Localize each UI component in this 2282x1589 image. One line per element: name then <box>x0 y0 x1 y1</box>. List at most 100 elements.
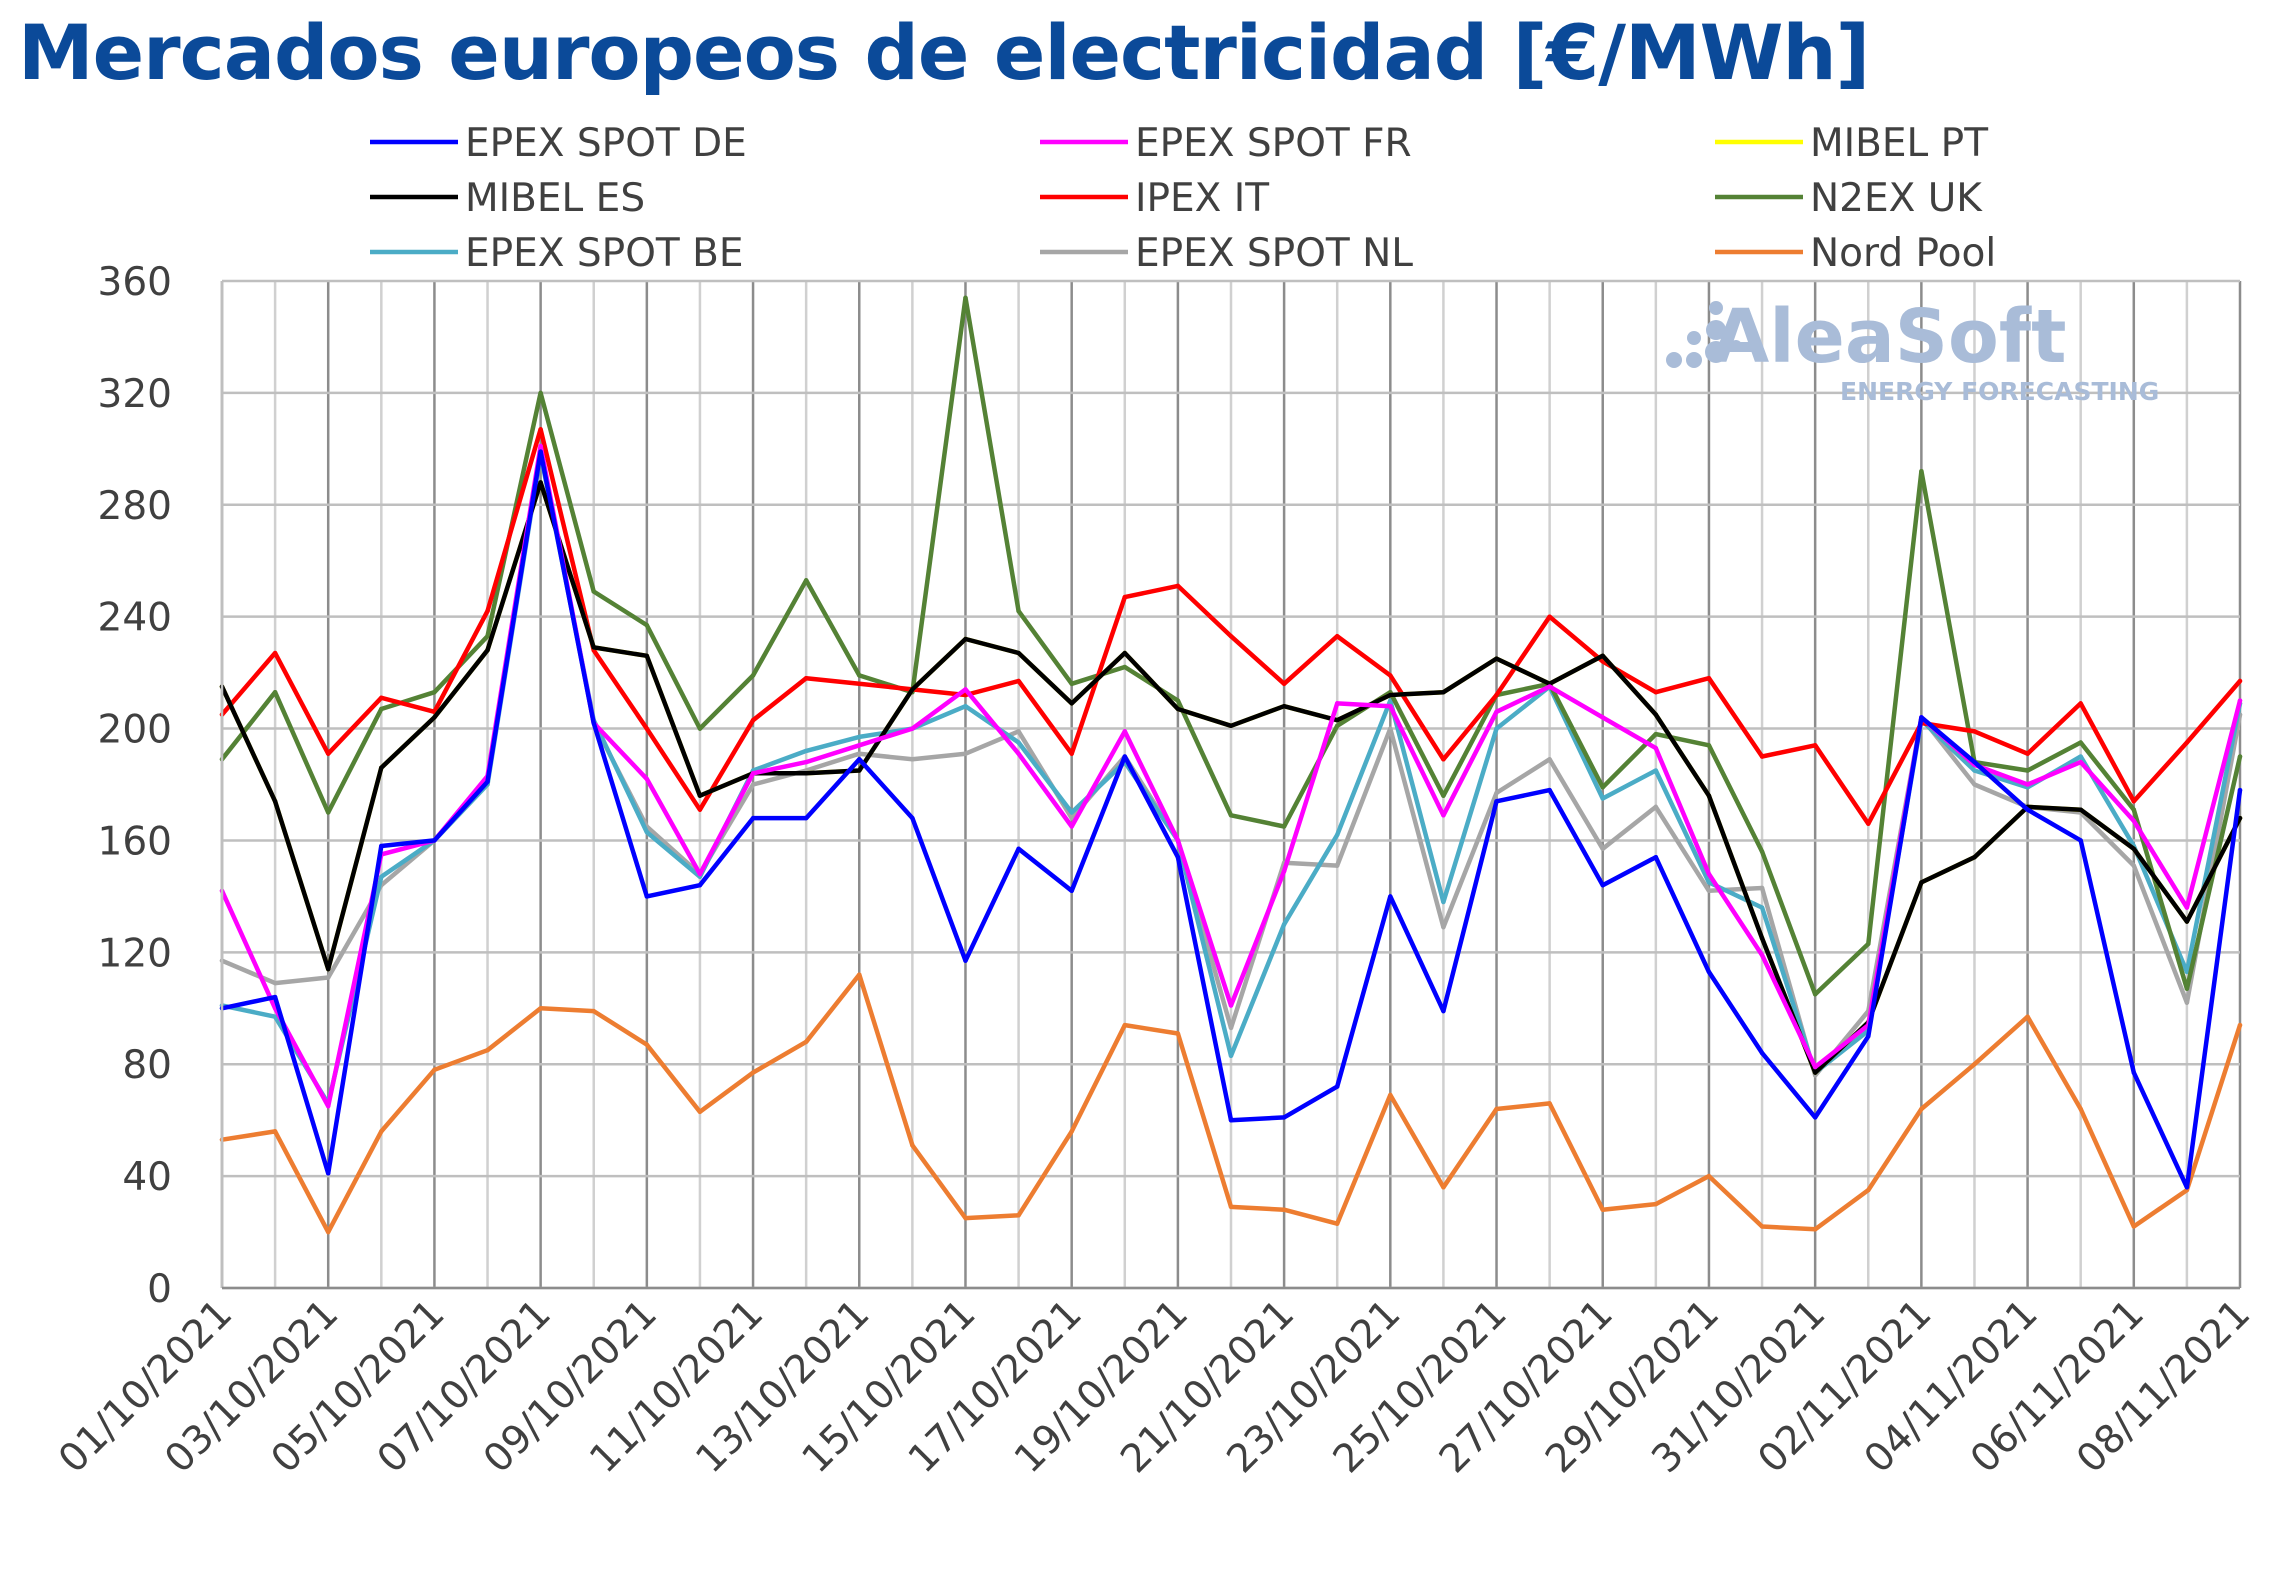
y-tick-label: 80 <box>122 1043 172 1088</box>
legend-item-nord-pool: Nord Pool <box>1715 231 1996 276</box>
legend-item-mibel-es: MIBEL ES <box>370 176 645 221</box>
legend-item-epex-spot-de: EPEX SPOT DE <box>370 121 747 166</box>
series-nord-pool <box>219 972 2243 1235</box>
legend-label: MIBEL PT <box>1810 121 1988 166</box>
data-point-mibel-es <box>1228 723 1234 728</box>
data-point-epex-spot-fr <box>1175 838 1181 843</box>
data-point-mibel-es <box>379 765 384 770</box>
data-point-mibel-es <box>2131 846 2136 852</box>
data-point-epex-spot-de <box>326 1171 331 1176</box>
data-point-mibel-es <box>1653 712 1659 717</box>
data-point-epex-spot-be <box>1335 832 1340 838</box>
data-point-epex-spot-de <box>2131 1070 2136 1075</box>
legend-item-ipex-it: IPEX IT <box>1040 176 1269 221</box>
data-point-epex-spot-fr <box>1759 952 1765 958</box>
data-point-epex-spot-de <box>538 449 543 454</box>
data-point-nord-pool <box>1919 1106 1924 1112</box>
data-point-epex-spot-de <box>2025 807 2030 812</box>
data-point-nord-pool <box>326 1229 331 1235</box>
data-point-n2ex-uk <box>2078 740 2083 745</box>
data-point-epex-spot-de <box>1016 846 1021 852</box>
data-point-epex-spot-de <box>272 994 278 1000</box>
data-point-ipex-it <box>1388 673 1393 678</box>
data-point-n2ex-uk <box>1069 681 1074 686</box>
data-point-mibel-es <box>591 645 596 650</box>
data-point-epex-spot-be <box>1281 922 1287 927</box>
data-point-epex-spot-fr <box>2184 905 2190 910</box>
data-point-epex-spot-fr <box>1281 869 1287 874</box>
data-point-epex-spot-de <box>1706 969 1712 975</box>
data-point-ipex-it <box>1812 743 1818 748</box>
data-point-n2ex-uk <box>2237 754 2243 759</box>
data-point-epex-spot-fr <box>1547 684 1552 689</box>
data-point-ipex-it <box>644 726 650 731</box>
data-point-epex-spot-fr <box>2237 698 2243 703</box>
data-point-mibel-es <box>803 771 809 776</box>
data-point-epex-spot-fr <box>2025 782 2030 787</box>
legend-label: Nord Pool <box>1810 231 1996 276</box>
data-point-epex-spot-de <box>910 815 915 821</box>
data-point-epex-spot-fr <box>1653 745 1659 751</box>
data-point-epex-spot-fr <box>2131 818 2136 824</box>
logo-dot <box>1686 352 1702 368</box>
data-point-epex-spot-de <box>1228 1117 1234 1123</box>
data-point-n2ex-uk <box>485 634 490 639</box>
data-point-epex-spot-be <box>1228 1053 1234 1059</box>
logo-dot <box>1666 352 1682 368</box>
data-point-epex-spot-be <box>857 734 862 740</box>
data-point-ipex-it <box>379 695 384 700</box>
data-point-ipex-it <box>1016 678 1021 684</box>
data-point-nord-pool <box>1228 1204 1234 1210</box>
data-point-n2ex-uk <box>432 689 437 695</box>
data-point-ipex-it <box>2131 799 2136 804</box>
data-point-n2ex-uk <box>1653 731 1659 737</box>
data-point-epex-spot-nl <box>1069 815 1074 821</box>
aleasoft-watermark: AleaSoft ENERGY FORECASTING <box>1666 294 2159 406</box>
data-point-epex-spot-be <box>2078 754 2083 759</box>
data-point-ipex-it <box>538 427 543 432</box>
data-point-epex-spot-fr <box>1016 751 1021 756</box>
legend-item-mibel-pt: MIBEL PT <box>1715 121 1988 166</box>
data-point-epex-spot-be <box>1069 810 1074 815</box>
data-point-mibel-es <box>1388 692 1393 698</box>
data-point-mibel-es <box>485 648 490 653</box>
data-point-epex-spot-nl <box>1228 1025 1234 1031</box>
legend-label: IPEX IT <box>1135 176 1269 221</box>
data-point-n2ex-uk <box>963 295 968 300</box>
legend-label: EPEX SPOT NL <box>1135 231 1413 276</box>
series-ipex-it <box>219 427 2243 826</box>
data-point-mibel-es <box>644 653 650 659</box>
data-point-epex-spot-de <box>1441 1008 1446 1014</box>
data-point-n2ex-uk <box>2025 768 2030 773</box>
data-point-nord-pool <box>963 1215 968 1221</box>
y-tick-label: 40 <box>122 1155 172 1200</box>
data-point-ipex-it <box>1706 676 1712 681</box>
data-point-epex-spot-nl <box>1972 782 1977 787</box>
data-point-epex-spot-be <box>1706 880 1712 885</box>
data-point-epex-spot-fr <box>1441 813 1446 818</box>
data-point-n2ex-uk <box>2131 807 2136 812</box>
logo-dot <box>1687 331 1701 345</box>
data-point-n2ex-uk <box>272 689 278 695</box>
data-point-ipex-it <box>1866 821 1871 826</box>
chart-title: Mercados europeos de electricidad [€/MWh… <box>18 8 1870 97</box>
data-point-mibel-es <box>1494 656 1499 661</box>
data-point-nord-pool <box>1494 1106 1499 1112</box>
watermark-brand-name: AleaSoft <box>1712 294 2066 380</box>
data-point-n2ex-uk <box>1441 793 1446 798</box>
data-point-epex-spot-de <box>1388 894 1393 899</box>
data-point-n2ex-uk <box>2184 986 2190 991</box>
data-point-epex-spot-fr <box>803 759 809 765</box>
data-point-epex-spot-de <box>1069 888 1074 893</box>
data-point-nord-pool <box>857 972 862 977</box>
data-point-epex-spot-fr <box>1122 729 1127 734</box>
legend-item-epex-spot-be: EPEX SPOT BE <box>370 231 744 276</box>
x-axis: 01/10/202103/10/202105/10/202107/10/2021… <box>50 1286 2259 1482</box>
data-point-nord-pool <box>538 1006 543 1011</box>
data-point-ipex-it <box>485 608 490 614</box>
data-point-mibel-es <box>2078 807 2083 812</box>
data-point-mibel-es <box>1069 701 1074 706</box>
series-layer <box>219 295 2243 1235</box>
data-point-mibel-es <box>1759 936 1765 941</box>
